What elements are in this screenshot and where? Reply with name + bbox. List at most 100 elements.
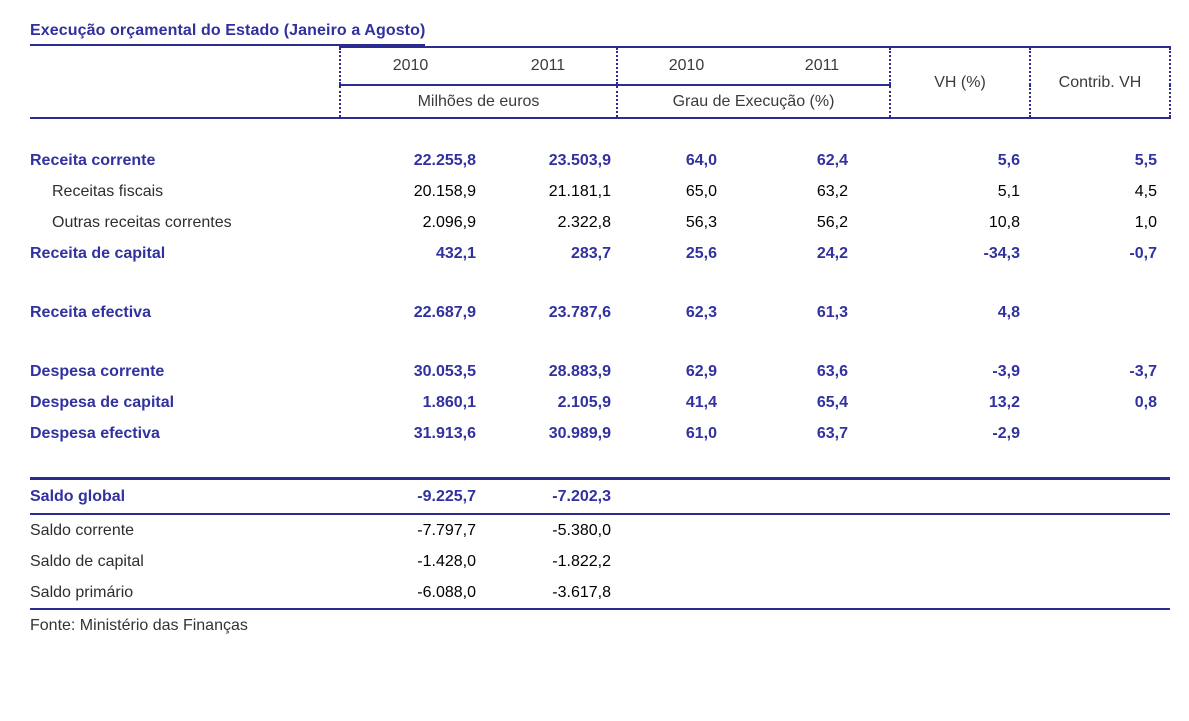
row-label: Saldo de capital — [30, 552, 144, 570]
cell-execution-2010 — [617, 577, 755, 610]
cell-millions-2010: 22.255,8 — [413, 151, 476, 169]
cell-contrib-vh — [1030, 418, 1170, 449]
header-group-execution: Grau de Execução (%) — [616, 84, 890, 119]
cell-execution-2011: 62,4 — [816, 151, 848, 169]
cell-millions-2011: 2.105,9 — [557, 393, 611, 411]
header-contrib-vh: Contrib. VH — [1029, 46, 1171, 119]
cell-millions-2011: 283,7 — [570, 244, 611, 262]
row-label: Receita de capital — [30, 244, 166, 262]
cell-vh: 10,8 — [988, 213, 1020, 231]
cell-millions-2011: 28.883,9 — [548, 362, 611, 380]
cell-millions-2010: 432,1 — [435, 244, 476, 262]
cell-millions-2010: -1.428,0 — [417, 552, 476, 570]
cell-vh — [890, 546, 1030, 577]
cell-vh — [890, 577, 1030, 610]
cell-execution-2011: 56,2 — [816, 213, 848, 231]
source-note: Fonte: Ministério das Finanças — [30, 617, 248, 634]
cell-vh — [890, 514, 1030, 546]
row-label: Receitas fiscais — [52, 182, 164, 200]
cell-millions-2011: 21.181,1 — [548, 182, 611, 200]
cell-contrib-vh — [1030, 477, 1170, 515]
budget-execution-report: Execução orçamental do Estado (Janeiro a… — [30, 22, 1171, 635]
table-row-receita-corrente: Receita corrente 22.255,8 23.503,9 64,0 … — [30, 145, 1170, 176]
cell-vh: 4,8 — [997, 303, 1020, 321]
table-row-despesa-efectiva: Despesa efectiva 31.913,6 30.989,9 61,0 … — [30, 418, 1170, 449]
row-label: Despesa corrente — [30, 362, 165, 380]
cell-millions-2011: -7.202,3 — [480, 477, 617, 515]
table-row-receitas-fiscais: Receitas fiscais 20.158,9 21.181,1 65,0 … — [30, 176, 1170, 207]
cell-execution-2011: 65,4 — [816, 393, 848, 411]
header-row-groups: Milhões de euros Grau de Execução (%) — [30, 84, 1170, 119]
budget-table: 2010 2011 2010 2011 VH (%) Contrib. VH M… — [30, 46, 1171, 610]
row-label: Saldo corrente — [30, 521, 135, 539]
row-label: Despesa efectiva — [30, 424, 160, 442]
cell-millions-2010: 31.913,6 — [413, 424, 476, 442]
cell-vh: -3,9 — [992, 362, 1020, 380]
cell-vh: -34,3 — [983, 244, 1020, 262]
cell-contrib-vh — [1030, 514, 1170, 546]
header-label-cell — [30, 47, 340, 119]
cell-contrib-vh: 5,5 — [1134, 151, 1157, 169]
cell-execution-2011: 63,2 — [816, 182, 848, 200]
cell-contrib-vh: -3,7 — [1129, 362, 1157, 380]
cell-execution-2011 — [755, 477, 890, 515]
cell-vh: -2,9 — [992, 424, 1020, 442]
table-row-receita-efectiva: Receita efectiva 22.687,9 23.787,6 62,3 … — [30, 297, 1170, 328]
cell-millions-2010: -7.797,7 — [417, 521, 476, 539]
table-row-outras-receitas: Outras receitas correntes 2.096,9 2.322,… — [30, 207, 1170, 238]
cell-millions-2011: -3.617,8 — [480, 577, 617, 610]
table-row-saldo-primario: Saldo primário -6.088,0 -3.617,8 — [30, 577, 1170, 610]
cell-execution-2010: 56,3 — [685, 213, 717, 231]
cell-execution-2011: 61,3 — [816, 303, 848, 321]
cell-contrib-vh: 0,8 — [1134, 393, 1157, 411]
spacer-row — [30, 118, 1170, 145]
cell-execution-2010: 25,6 — [685, 244, 717, 262]
cell-contrib-vh: -0,7 — [1129, 244, 1157, 262]
cell-execution-2010 — [617, 546, 755, 577]
cell-execution-2010: 61,0 — [685, 424, 717, 442]
cell-execution-2010: 65,0 — [685, 182, 717, 200]
table-row-receita-capital: Receita de capital 432,1 283,7 25,6 24,2… — [30, 238, 1170, 269]
cell-millions-2010: 2.096,9 — [422, 213, 476, 231]
cell-execution-2011 — [755, 546, 890, 577]
cell-contrib-vh — [1030, 297, 1170, 328]
spacer-row — [30, 269, 1170, 297]
cell-contrib-vh — [1030, 546, 1170, 577]
cell-execution-2011: 24,2 — [816, 244, 848, 262]
cell-execution-2010 — [617, 477, 755, 515]
cell-millions-2011: -1.822,2 — [552, 552, 611, 570]
cell-contrib-vh: 1,0 — [1134, 213, 1157, 231]
cell-execution-2011 — [755, 514, 890, 546]
cell-contrib-vh — [1030, 577, 1170, 610]
header-millions-2010: 2010 — [339, 46, 480, 85]
cell-execution-2011: 63,7 — [816, 424, 848, 442]
table-row-saldo-capital: Saldo de capital -1.428,0 -1.822,2 — [30, 546, 1170, 577]
spacer-row — [30, 449, 1170, 479]
row-label: Saldo primário — [30, 577, 340, 610]
cell-vh: 13,2 — [988, 393, 1020, 411]
cell-millions-2010: 1.860,1 — [422, 393, 476, 411]
cell-millions-2010: -9.225,7 — [340, 477, 480, 515]
cell-execution-2010: 62,3 — [685, 303, 717, 321]
row-label: Despesa de capital — [30, 393, 175, 411]
cell-millions-2010: -6.088,0 — [340, 577, 480, 610]
header-execution-2010: 2010 — [616, 46, 755, 85]
table-row-saldo-corrente: Saldo corrente -7.797,7 -5.380,0 — [30, 514, 1170, 546]
row-label: Receita efectiva — [30, 303, 151, 321]
table-row-saldo-global: Saldo global -9.225,7 -7.202,3 — [30, 477, 1170, 515]
header-row-years: 2010 2011 2010 2011 VH (%) Contrib. VH — [30, 46, 1171, 119]
header-vh: VH (%) — [889, 46, 1030, 119]
cell-millions-2011: -5.380,0 — [552, 521, 611, 539]
cell-execution-2010 — [617, 514, 755, 546]
cell-execution-2010: 62,9 — [685, 362, 717, 380]
cell-millions-2011: 23.503,9 — [548, 151, 611, 169]
cell-millions-2010: 30.053,5 — [413, 362, 476, 380]
cell-execution-2011: 63,6 — [816, 362, 848, 380]
cell-millions-2010: 22.687,9 — [413, 303, 476, 321]
table-row-despesa-capital: Despesa de capital 1.860,1 2.105,9 41,4 … — [30, 387, 1170, 418]
cell-millions-2010: 20.158,9 — [413, 182, 476, 200]
cell-vh — [890, 477, 1030, 515]
cell-millions-2011: 23.787,6 — [548, 303, 611, 321]
header-millions-2011: 2011 — [480, 46, 617, 85]
cell-execution-2010: 41,4 — [685, 393, 717, 411]
